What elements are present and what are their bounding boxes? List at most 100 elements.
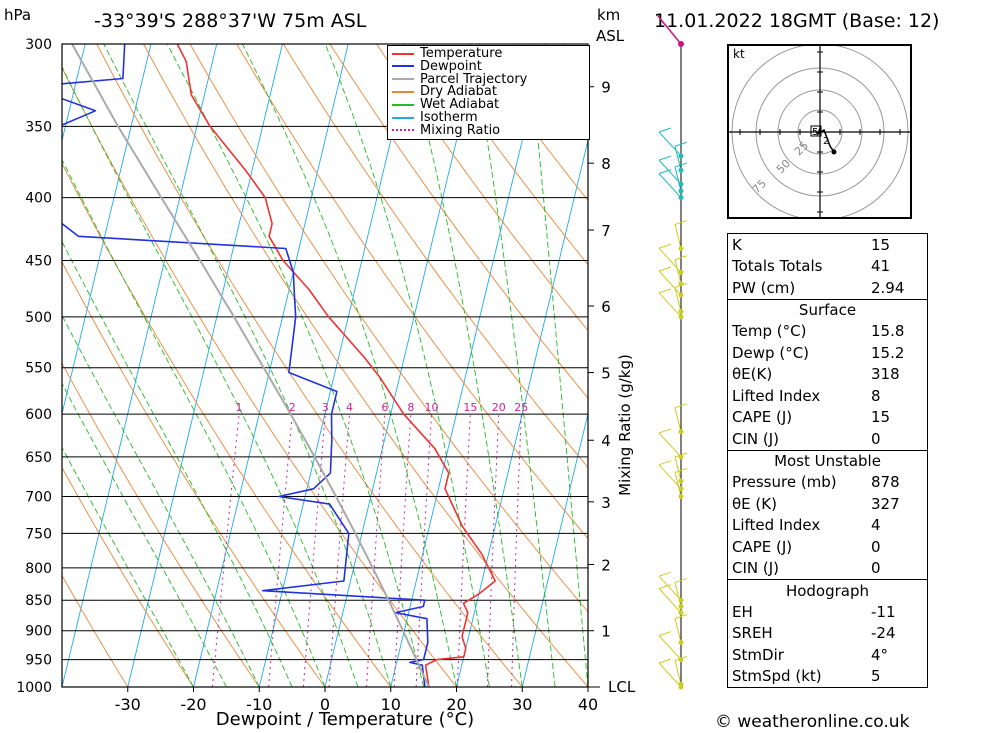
x-tick-label: -30 [115,695,141,714]
table-row: θE (K) 327 [728,493,928,515]
dry-adiabat-line [96,44,523,687]
x-tick-label: 0 [320,695,330,714]
km-tick-label: 1 [601,623,611,641]
table-row: StmSpd (kt) 5 [728,666,928,688]
row-value: 4 [871,516,881,535]
legend-label: Dewpoint [420,58,482,74]
wind-barb [658,588,682,613]
mixing-ratio-label: 20 [492,401,506,414]
mixing-ratio-line [511,414,522,687]
table-row: EH -11 [728,601,928,623]
wind-level-dot [678,478,684,484]
wind-level-dot [678,454,684,460]
row-label: CIN (J) [732,559,780,578]
wind-barb [674,660,682,685]
table-title: Hodograph [785,581,870,600]
pressure-tick-label: 1000 [16,680,52,696]
hodograph-trace [816,127,835,153]
legend-label: Mixing Ratio [420,122,501,138]
copyright-text: © weatheronline.co.uk [715,712,910,732]
wind-level-dot [678,657,684,663]
legend-entry: Isotherm [392,111,478,124]
row-label: PW (cm) [732,278,796,297]
wind-barb-flag [658,243,672,249]
wind-barb [674,472,682,497]
x-tick-label: 20 [446,695,466,714]
series-dewpoint [62,44,429,687]
table-row: CIN (J) 0 [728,428,928,450]
x-tick-label: -20 [180,695,206,714]
isotherm-line [0,44,19,687]
hodograph-marker-label: 2 [823,136,829,147]
wind-level-dot [678,314,684,320]
pressure-unit-label: hPa [4,6,32,24]
hodograph-marker-label: 5 [812,127,818,138]
lcl-label: LCL [608,678,636,696]
mixing-ratio-line [415,414,433,687]
dry-adiabat-line [62,466,194,687]
legend-swatch [392,116,414,119]
wind-level-dot [678,269,684,275]
wind-barb [674,456,682,482]
wind-barb [658,464,682,490]
km-tick-label: 5 [601,365,611,383]
wet-adiabat-line [324,44,490,687]
legend-label: Parcel Trajectory [420,71,528,87]
wind-barb-flag [658,584,672,590]
dry-adiabat-line [422,44,588,266]
wind-level-dot [678,486,684,492]
wind-barb-flag [658,631,672,637]
wind-barb-flag [658,571,672,577]
mixing-ratio-label: 15 [463,401,477,414]
wind-barb-flag [674,577,688,583]
most-unstable-table: Most Unstable Pressure (mb) 878 θE (K) 327 Li… [727,450,928,580]
wet-adiabat-line [62,314,260,687]
hodograph: 25 50 75 2 5 kt [727,44,912,219]
wind-barb [658,173,682,198]
wind-level-dot [678,681,684,687]
wind-barb-flag [658,460,672,466]
wind-level-dot [678,494,684,500]
wind-level-dot [678,639,684,645]
legend-label: Temperature [420,46,503,61]
km-tick-label: 3 [601,494,611,512]
row-label: Lifted Index [732,516,821,535]
hodograph-ring-label: 75 [750,177,769,196]
row-value: 15 [871,235,891,254]
row-label: StmDir [732,645,784,664]
table-row: CAPE (J) 15 [728,407,928,429]
dry-adiabat-line [62,574,129,687]
asl-label: ASL [596,27,625,45]
row-value: 0 [871,429,881,448]
table-row: Totals Totals 41 [728,256,928,278]
wet-adiabat-line [471,44,556,687]
hodograph-ring-label: 25 [792,139,811,158]
isotherm-line [193,44,349,687]
wind-barb [674,224,682,249]
row-value: -24 [871,624,896,643]
mixing-ratio-label: 1 [236,401,243,414]
pressure-tick-label: 850 [25,593,52,609]
station-location: -33°39'S 288°37'W 75m ASL [94,10,367,32]
dry-adiabat-line [329,44,588,399]
wet-adiabat-line [242,44,457,687]
row-label: Pressure (mb) [732,473,837,492]
row-label: StmSpd (kt) [732,667,822,686]
table-row: Lifted Index 8 [728,385,928,407]
row-value: 327 [871,494,900,513]
mixing-ratio-line [366,414,386,687]
km-tick-label: 9 [601,79,611,97]
wind-barb-flag [674,162,688,168]
table-row: CAPE (J) 0 [728,536,928,558]
table-row: K 15 [728,234,928,256]
mixing-ratio-line [211,414,240,687]
wind-level-dot [678,181,684,187]
dry-adiabat-line [376,44,588,332]
row-label: Temp (°C) [732,322,807,341]
wind-level-dot [678,246,684,252]
table-title-row: Hodograph [728,580,928,601]
wind-barb [658,432,682,458]
pressure-tick-label: 350 [25,119,52,135]
wind-barb [658,635,682,660]
